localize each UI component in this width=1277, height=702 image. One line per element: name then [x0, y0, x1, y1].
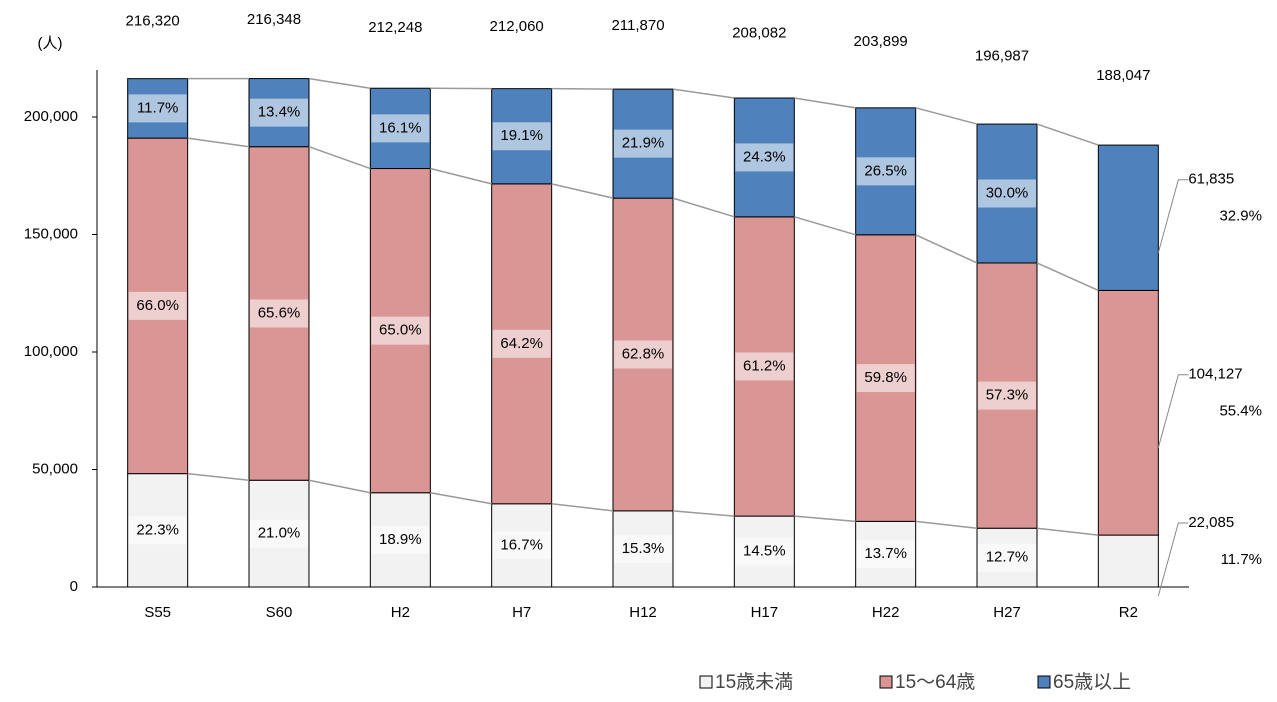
x-tick-label: H17 [751, 604, 779, 621]
percent-label: 32.9% [1219, 208, 1262, 225]
legend-swatch [880, 676, 892, 688]
percent-label: 22.3% [136, 521, 179, 538]
x-tick-label: H22 [872, 604, 900, 621]
connector-line [916, 235, 977, 263]
percent-label: 57.3% [986, 387, 1029, 404]
leader-line [1158, 375, 1188, 448]
connector-line [794, 98, 855, 108]
connector-line [673, 511, 734, 516]
bar-segment [1098, 145, 1158, 290]
y-tick-label: 0 [70, 578, 78, 595]
connector-line [430, 493, 491, 504]
value-label: 61,835 [1188, 171, 1234, 188]
value-label: 22,085 [1188, 514, 1234, 531]
connector-line [1037, 263, 1098, 290]
percent-label: 66.0% [136, 297, 179, 314]
connector-line [794, 217, 855, 235]
percent-label: 16.7% [500, 536, 543, 553]
percent-label: 26.5% [864, 162, 907, 179]
total-label: 216,348 [247, 11, 301, 28]
x-tick-label: R2 [1119, 604, 1138, 621]
percent-label: 13.7% [864, 545, 907, 562]
connector-line [673, 198, 734, 217]
connector-line [309, 480, 370, 492]
legend-label: 15歳未満 [715, 671, 793, 693]
percent-label: 64.2% [500, 335, 543, 352]
total-label: 203,899 [854, 33, 908, 50]
connector-line [1037, 124, 1098, 145]
total-label: 208,082 [732, 24, 786, 41]
connector-line [309, 79, 370, 89]
percent-label: 65.0% [379, 322, 422, 339]
y-tick-label: 50,000 [32, 460, 78, 477]
connector-line [188, 138, 249, 147]
percent-label: 62.8% [622, 345, 665, 362]
x-tick-label: S55 [144, 604, 171, 621]
x-tick-label: H27 [993, 604, 1021, 621]
bar-segment [1098, 535, 1158, 587]
percent-label: 11.7% [137, 99, 178, 116]
percent-label: 24.3% [743, 148, 786, 165]
legend-label: 65歳以上 [1053, 671, 1131, 693]
percent-label: 21.9% [622, 135, 665, 152]
leader-line [1158, 180, 1188, 253]
percent-label: 30.0% [986, 184, 1029, 201]
connector-line [309, 147, 370, 169]
percent-label: 15.3% [622, 540, 665, 557]
connector-line [1037, 528, 1098, 535]
y-tick-label: 100,000 [24, 343, 78, 360]
x-tick-label: H7 [512, 604, 531, 621]
total-label: 216,320 [126, 13, 180, 30]
connector-line [552, 504, 613, 511]
legend-label: 15～64歳 [895, 671, 975, 693]
bar-segment [1098, 290, 1158, 535]
x-tick-label: H12 [629, 604, 657, 621]
percent-label: 55.4% [1219, 403, 1262, 420]
connector-line [916, 108, 977, 124]
legend-swatch [700, 676, 712, 688]
total-label: 196,987 [975, 48, 1029, 65]
total-label: 212,248 [368, 19, 422, 36]
percent-label: 61.2% [743, 357, 786, 374]
percent-label: 18.9% [379, 531, 422, 548]
connector-line [916, 521, 977, 528]
x-tick-label: H2 [391, 604, 410, 621]
x-tick-label: S60 [266, 604, 293, 621]
total-label: 211,870 [611, 17, 664, 34]
percent-label: 14.5% [743, 543, 786, 560]
connector-line [188, 474, 249, 481]
connector-line [673, 89, 734, 98]
percent-label: 19.1% [500, 127, 543, 144]
connector-line [794, 516, 855, 521]
connector-line [552, 184, 613, 198]
connector-line [430, 169, 491, 184]
leader-line [1158, 523, 1188, 596]
percent-label: 16.1% [379, 119, 422, 136]
total-label: 212,060 [490, 18, 544, 35]
percent-label: 21.0% [258, 525, 301, 542]
percent-label: 11.7% [1221, 551, 1262, 568]
value-label: 104,127 [1188, 366, 1242, 383]
y-tick-label: 200,000 [24, 108, 78, 125]
y-unit: (人) [38, 35, 63, 52]
percent-label: 65.6% [258, 304, 301, 321]
total-label: 188,047 [1096, 67, 1150, 84]
percent-label: 12.7% [986, 549, 1029, 566]
percent-label: 13.4% [258, 104, 301, 121]
y-tick-label: 150,000 [24, 225, 78, 242]
legend-swatch [1038, 676, 1050, 688]
percent-label: 59.8% [864, 369, 907, 386]
